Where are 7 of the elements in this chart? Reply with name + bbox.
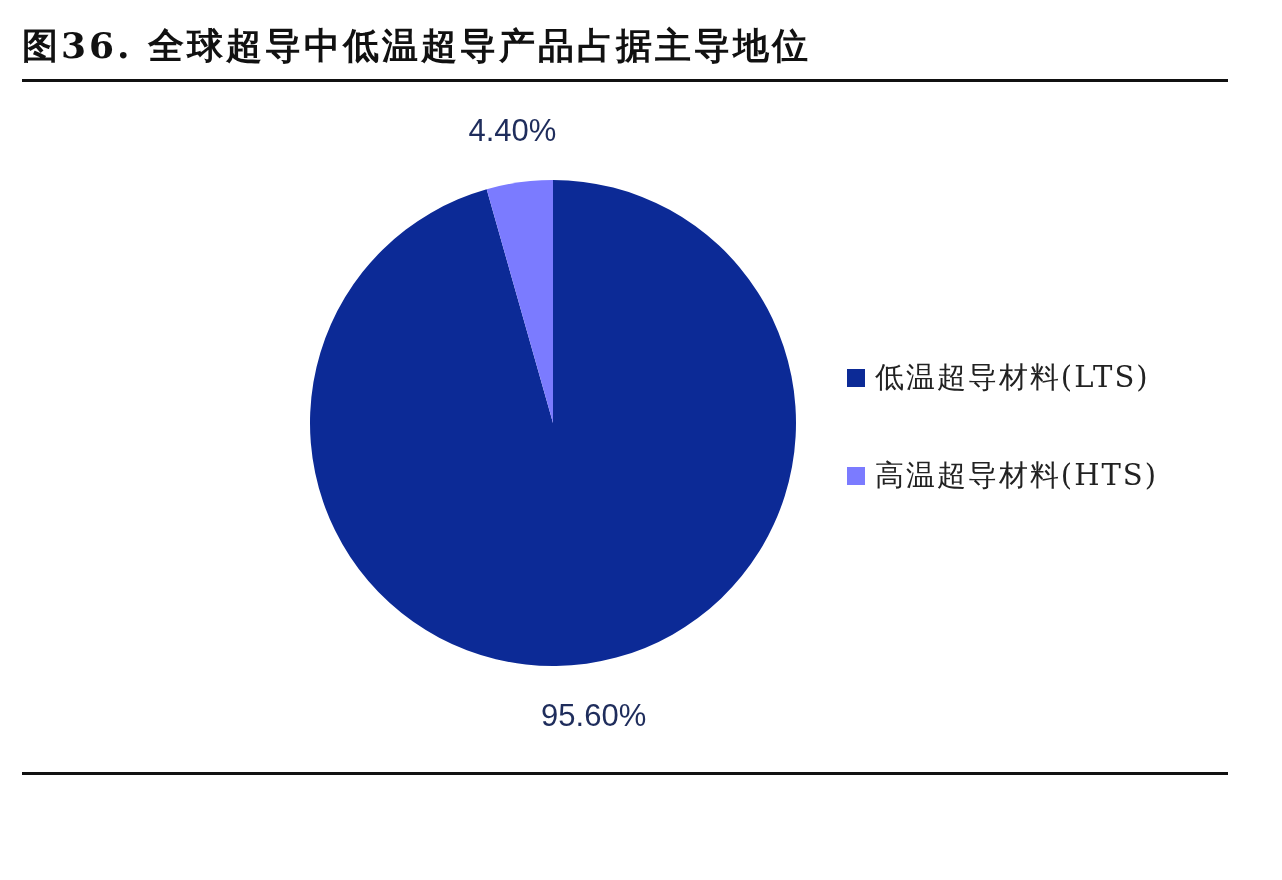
legend-label: 高温超导材料(HTS) xyxy=(874,458,1158,492)
data-label: 95.60% xyxy=(541,697,647,733)
data-label: 4.40% xyxy=(468,113,557,149)
chart-title: 图36. 全球超导中低温超导产品占据主导地位 xyxy=(22,24,812,66)
pie-slice xyxy=(486,180,553,423)
pie-slice xyxy=(310,180,796,666)
legend-label: 低温超导材料(LTS) xyxy=(874,360,1150,394)
